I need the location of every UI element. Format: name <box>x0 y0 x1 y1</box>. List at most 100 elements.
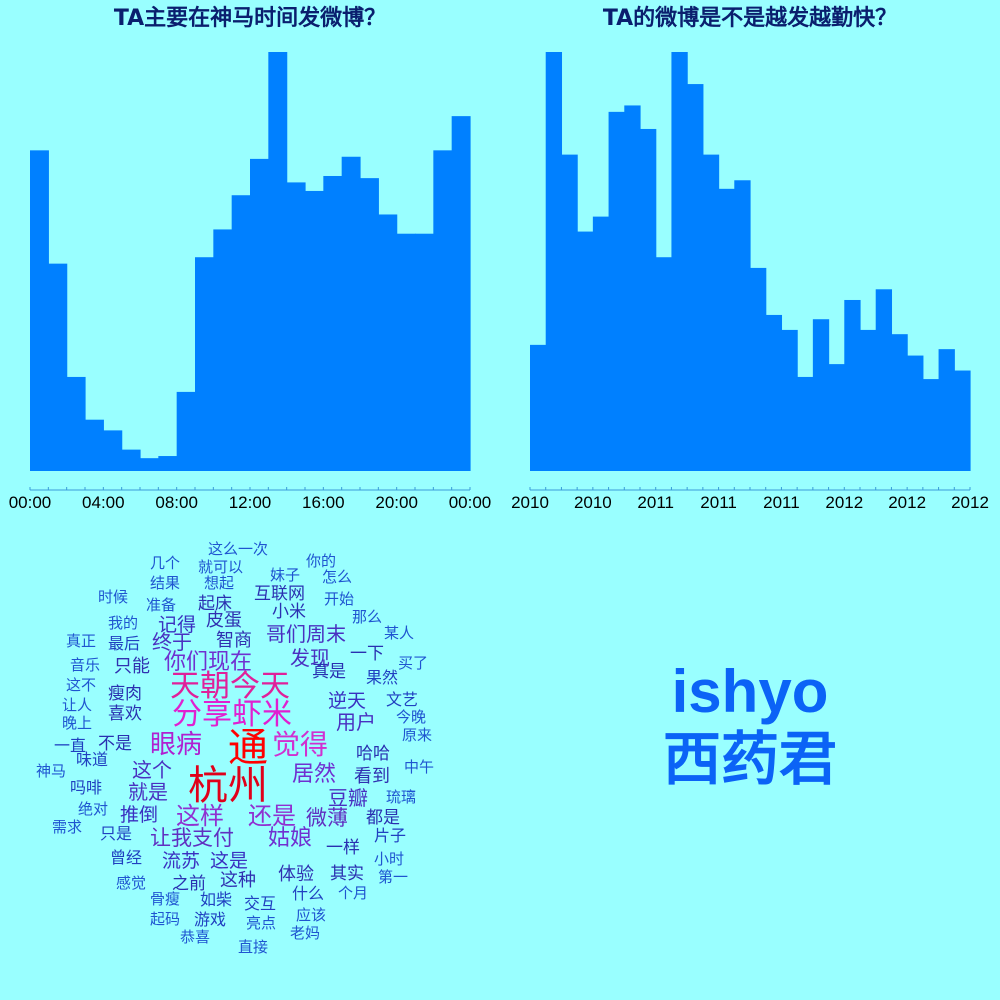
hourly-bar <box>433 150 453 471</box>
cloud-word: 用户 <box>336 710 376 734</box>
cloud-word: 妹子 <box>270 566 301 584</box>
cloud-word: 真正 <box>66 632 97 650</box>
timeline-bar <box>765 314 783 471</box>
timeline-bar <box>734 180 751 471</box>
hourly-chart-title: TA主要在神马时间发微博？ <box>113 6 387 31</box>
cloud-word: 买了 <box>398 654 429 672</box>
cloud-word: 曾经 <box>110 848 143 867</box>
cloud-word: 不是 <box>98 734 132 754</box>
timeline-tick-label: 2012 <box>825 493 863 512</box>
hourly-bar <box>66 376 86 471</box>
timeline-bar <box>844 299 861 471</box>
cloud-word: 准备 <box>146 596 177 614</box>
timeline-tick-label: 2010 <box>511 493 549 512</box>
hourly-tick-label: 00:00 <box>449 493 492 512</box>
hourly-bar <box>140 458 159 471</box>
timeline-bar <box>655 257 673 471</box>
cloud-word: 直接 <box>238 938 269 956</box>
cloud-word: 一下 <box>350 644 384 664</box>
hourly-bar <box>250 158 269 471</box>
cloud-word: 智商 <box>216 630 252 651</box>
timeline-bar <box>718 188 735 471</box>
hourly-bar <box>103 430 123 471</box>
cloud-word: 这不 <box>66 676 97 694</box>
cloud-word: 这样 <box>176 802 224 830</box>
cloud-word: 你的 <box>306 552 337 570</box>
timeline-bar <box>938 349 955 471</box>
cloud-word: 推倒 <box>120 804 159 826</box>
cloud-word: 交互 <box>244 894 277 913</box>
cloud-word: 这个 <box>132 758 172 782</box>
timeline-chart-title: TA的微博是不是越发越勤快？ <box>602 6 898 31</box>
hourly-bar <box>213 229 233 471</box>
timeline-bar <box>687 84 704 471</box>
cloud-word: 逆天 <box>328 690 367 712</box>
cloud-word: 第一 <box>378 868 409 886</box>
cloud-word: 开始 <box>324 590 355 608</box>
cloud-word: 互联网 <box>254 584 305 604</box>
timeline-bar <box>954 370 971 471</box>
cloud-word: 今晚 <box>396 708 427 726</box>
timeline-bar <box>875 289 893 471</box>
cloud-word: 如柴 <box>200 890 233 909</box>
cloud-word: 味道 <box>76 750 109 769</box>
cloud-word: 吗啡 <box>70 778 103 797</box>
cloud-word: 让人 <box>62 696 93 714</box>
cloud-word: 骨瘦 <box>150 890 181 908</box>
word-cloud: 通杭州 天朝今天 分享虾米 觉得 眼病 这样 还是 居然 姑娘 你们现在 微薄 让我支付 哥们周末 发现用… <box>0 530 470 990</box>
cloud-word: 游戏 <box>194 910 227 929</box>
cloud-word: 都是 <box>366 808 400 828</box>
timeline-tick-label: 2011 <box>763 493 800 512</box>
cloud-word: 喜欢 <box>108 704 142 724</box>
cloud-word: 只能 <box>114 656 150 677</box>
cloud-word: 老妈 <box>290 924 321 942</box>
cloud-word: 皮蛋 <box>206 610 242 631</box>
cloud-word: 音乐 <box>70 656 101 674</box>
cloud-word: 其实 <box>330 864 364 884</box>
cloud-word: 原来 <box>402 726 433 744</box>
cloud-word: 果然 <box>366 668 399 687</box>
timeline-bar <box>891 334 908 471</box>
cloud-word: 起床 <box>198 594 232 614</box>
hourly-tick-label: 04:00 <box>82 493 125 512</box>
cloud-word: 恭喜 <box>180 928 211 946</box>
hourly-bar <box>451 116 471 471</box>
timeline-bar <box>530 344 547 471</box>
cloud-word: 体验 <box>278 864 314 885</box>
timeline-bar <box>577 231 594 471</box>
hourly-bar <box>286 182 306 471</box>
hourly-bar <box>195 257 214 471</box>
cloud-word: 起码 <box>150 910 181 928</box>
cloud-word: 小米 <box>272 602 306 622</box>
cloud-word: 什么 <box>292 884 325 903</box>
cloud-word: 微薄 <box>306 806 348 830</box>
hourly-bar <box>341 156 361 471</box>
cloud-word: 发现 <box>290 646 330 670</box>
hourly-tick-label: 20:00 <box>375 493 418 512</box>
cloud-word: 真是 <box>312 662 346 682</box>
timeline-bar <box>750 267 767 471</box>
cloud-word: 姑娘 <box>268 826 313 851</box>
timeline-tick-label: 2011 <box>700 493 737 512</box>
cloud-word: 应该 <box>296 906 327 924</box>
cloud-word: 眼病 <box>150 730 203 760</box>
cloud-word: 晚上 <box>62 714 93 732</box>
cloud-word: 居然 <box>292 762 337 787</box>
cloud-word: 让我支付 <box>150 826 234 850</box>
cloud-word: 文艺 <box>386 690 419 709</box>
timeline-bar <box>907 355 924 471</box>
cloud-word: 怎么 <box>322 568 353 586</box>
timeline-bar <box>624 105 641 471</box>
hourly-tick-label: 12:00 <box>229 493 272 512</box>
timeline-bar <box>561 154 578 472</box>
cloud-word: 结果 <box>150 574 181 592</box>
cloud-word: 时候 <box>98 588 129 606</box>
timeline-tick-label: 2012 <box>951 493 989 512</box>
cloud-word: 这么一次 <box>208 540 269 558</box>
cloud-word: 某人 <box>384 624 415 642</box>
timeline-bar <box>640 128 657 471</box>
timeline-tick-label: 2010 <box>574 493 612 512</box>
cloud-word: 亮点 <box>246 914 277 932</box>
timeline-bar <box>592 216 610 471</box>
cloud-word: 记得 <box>158 614 197 636</box>
